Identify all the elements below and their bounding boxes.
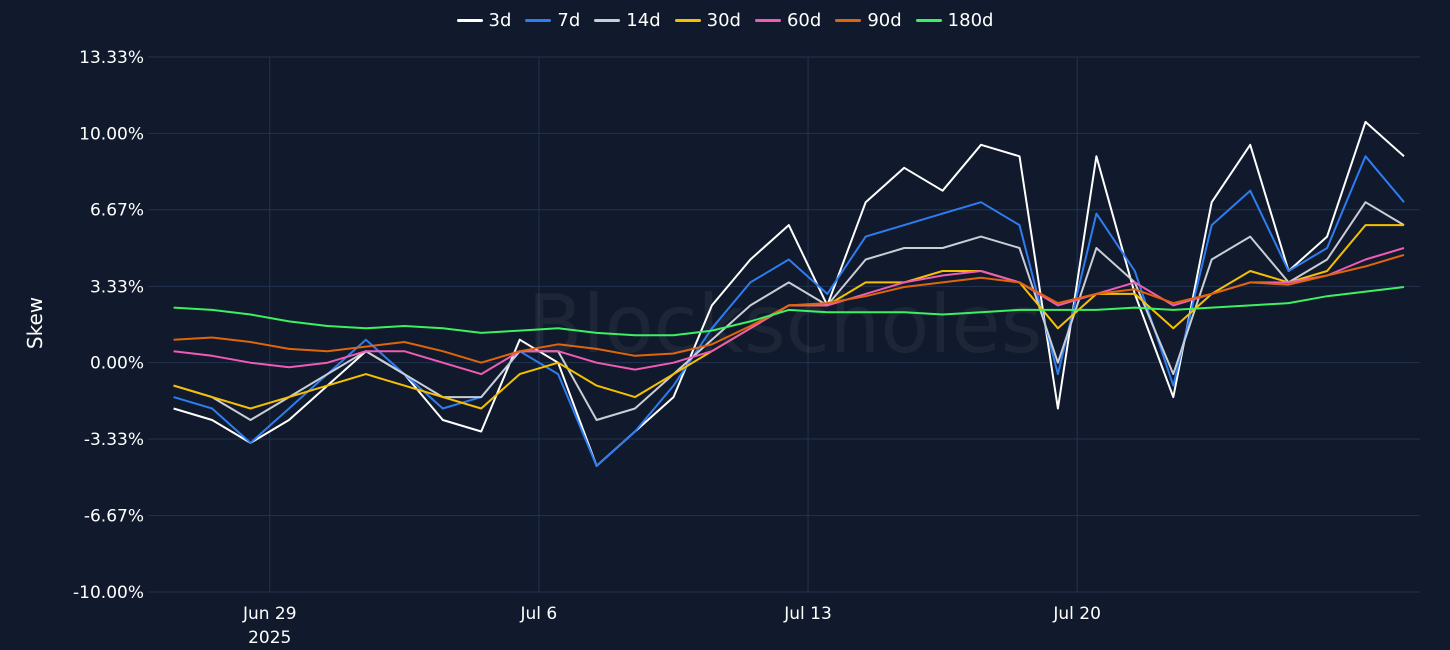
legend-item-30d[interactable]: 30d: [674, 9, 741, 31]
x-tick-label: Jul 20: [1052, 604, 1101, 624]
legend-label: 7d: [557, 9, 581, 31]
legend-item-60d[interactable]: 60d: [754, 9, 822, 31]
y-tick-label: -6.67%: [84, 507, 144, 527]
y-tick-label: 0.00%: [90, 354, 144, 374]
legend-label: 60d: [786, 9, 822, 31]
series-lines: [173, 120, 1405, 467]
x-tick-label: Jul 6: [520, 604, 558, 624]
legend-label: 90d: [867, 9, 902, 31]
grid-lines: [148, 56, 1420, 593]
x-tick-label: Jul 13: [783, 604, 832, 624]
legend-item-90d[interactable]: 90d: [835, 9, 902, 31]
legend-item-7d[interactable]: 7d: [525, 10, 580, 31]
y-tick-label: 10.00%: [79, 124, 144, 144]
x-tick-label: Jun 29: [242, 604, 297, 624]
legend-swatch: [594, 18, 621, 22]
y-tick-label: 3.33%: [90, 277, 144, 297]
chart-legend: 3d 7d 14d 30d 60d 90d 180d: [0, 6, 1450, 34]
y-tick-label: 13.33%: [79, 48, 144, 68]
legend-item-180d[interactable]: 180d: [915, 9, 994, 31]
y-axis: -10.00% -6.67% -3.33% 0.00% 3.33% 6.67% 10.00%…: [73, 48, 144, 603]
legend-item-3d[interactable]: 3d: [456, 9, 512, 31]
y-tick-label: -10.00%: [73, 583, 144, 603]
legend-swatch: [456, 18, 483, 22]
y-tick-label: -3.33%: [84, 430, 144, 450]
y-axis-title: Skew: [23, 297, 47, 349]
x-tick-year-label: 2025: [248, 628, 291, 648]
x-axis: Jun 29 2025 Jul 6 Jul 13 Jul 20: [242, 604, 1101, 648]
legend-swatch: [674, 18, 701, 22]
legend-label: 30d: [706, 9, 741, 31]
legend-swatch: [835, 18, 862, 22]
legend-label: 180d: [947, 9, 994, 31]
series-line-90d: [173, 253, 1405, 364]
legend-swatch: [915, 18, 942, 22]
y-tick-label: 6.67%: [90, 201, 144, 221]
legend-label: 3d: [488, 9, 512, 31]
legend-swatch: [754, 18, 781, 22]
legend-item-14d[interactable]: 14d: [594, 9, 661, 31]
watermark: Blockscholes: [528, 278, 1043, 371]
legend-swatch: [525, 18, 552, 22]
legend-label: 14d: [626, 9, 661, 31]
series-line-180d: [173, 286, 1405, 337]
